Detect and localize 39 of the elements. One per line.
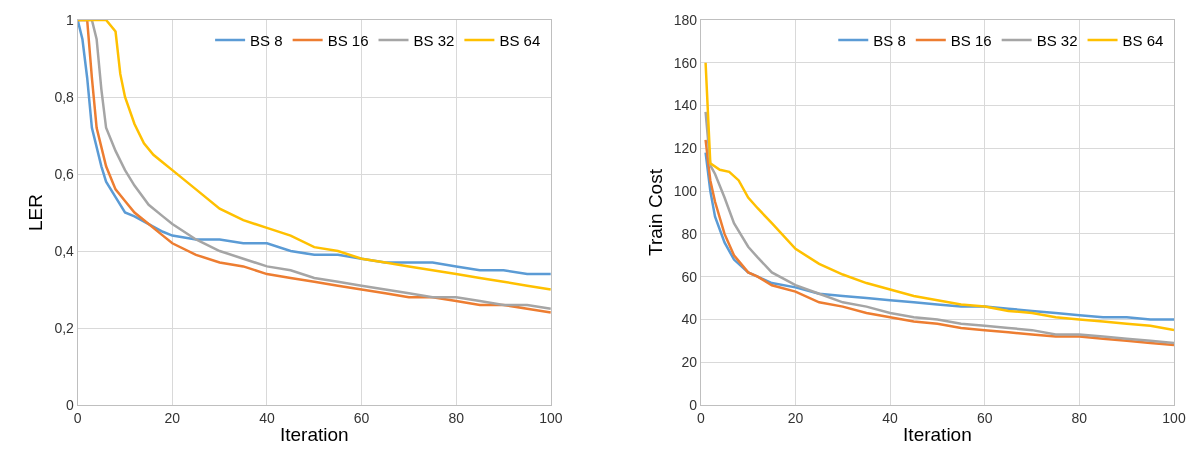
y-tick-label: 0,6 xyxy=(54,165,75,182)
y-tick-label: 160 xyxy=(673,54,698,71)
x-tick-label: 20 xyxy=(164,409,181,426)
x-tick-label: 100 xyxy=(539,409,563,426)
legend-label: BS 16 xyxy=(327,31,369,49)
legend-label: BS 16 xyxy=(950,31,992,49)
y-tick-label: 0,2 xyxy=(54,319,75,336)
y-tick-label: 0 xyxy=(689,396,698,413)
legend-label: BS 32 xyxy=(413,31,455,49)
x-tick-label: 40 xyxy=(259,409,275,426)
y-axis-title: Train Cost xyxy=(644,168,666,256)
y-axis-title: LER xyxy=(25,194,47,231)
y-tick-label: 140 xyxy=(673,97,698,114)
y-tick-label: 0 xyxy=(66,396,75,413)
line-series xyxy=(704,61,1174,332)
y-tick-label: 1 xyxy=(66,11,75,28)
y-tick-label: 20 xyxy=(681,354,698,371)
y-tick-label: 0,4 xyxy=(54,242,75,259)
legend-label: BS 64 xyxy=(1122,31,1164,49)
y-tick-label: 60 xyxy=(681,268,698,285)
y-tick-label: 120 xyxy=(673,140,698,157)
y-tick-label: 40 xyxy=(681,311,698,328)
x-tick-label: 20 xyxy=(787,409,804,426)
x-tick-label: 80 xyxy=(1071,409,1088,426)
x-tick-label: 80 xyxy=(448,409,465,426)
legend-label: BS 64 xyxy=(499,31,541,49)
y-tick-label: 80 xyxy=(681,225,698,242)
legend-label: BS 8 xyxy=(873,31,906,49)
y-tick-label: 100 xyxy=(673,183,698,200)
y-tick-label: 0,8 xyxy=(54,88,75,105)
x-axis-title: Iteration xyxy=(279,423,349,445)
x-tick-label: 60 xyxy=(976,409,993,426)
x-axis-title: Iteration xyxy=(903,423,972,445)
x-tick-label: 60 xyxy=(353,409,370,426)
y-tick-label: 180 xyxy=(673,11,698,28)
x-tick-label: 100 xyxy=(1162,409,1186,426)
legend-label: BS 32 xyxy=(1036,31,1078,49)
legend-label: BS 8 xyxy=(250,31,283,49)
x-tick-label: 40 xyxy=(882,409,899,426)
